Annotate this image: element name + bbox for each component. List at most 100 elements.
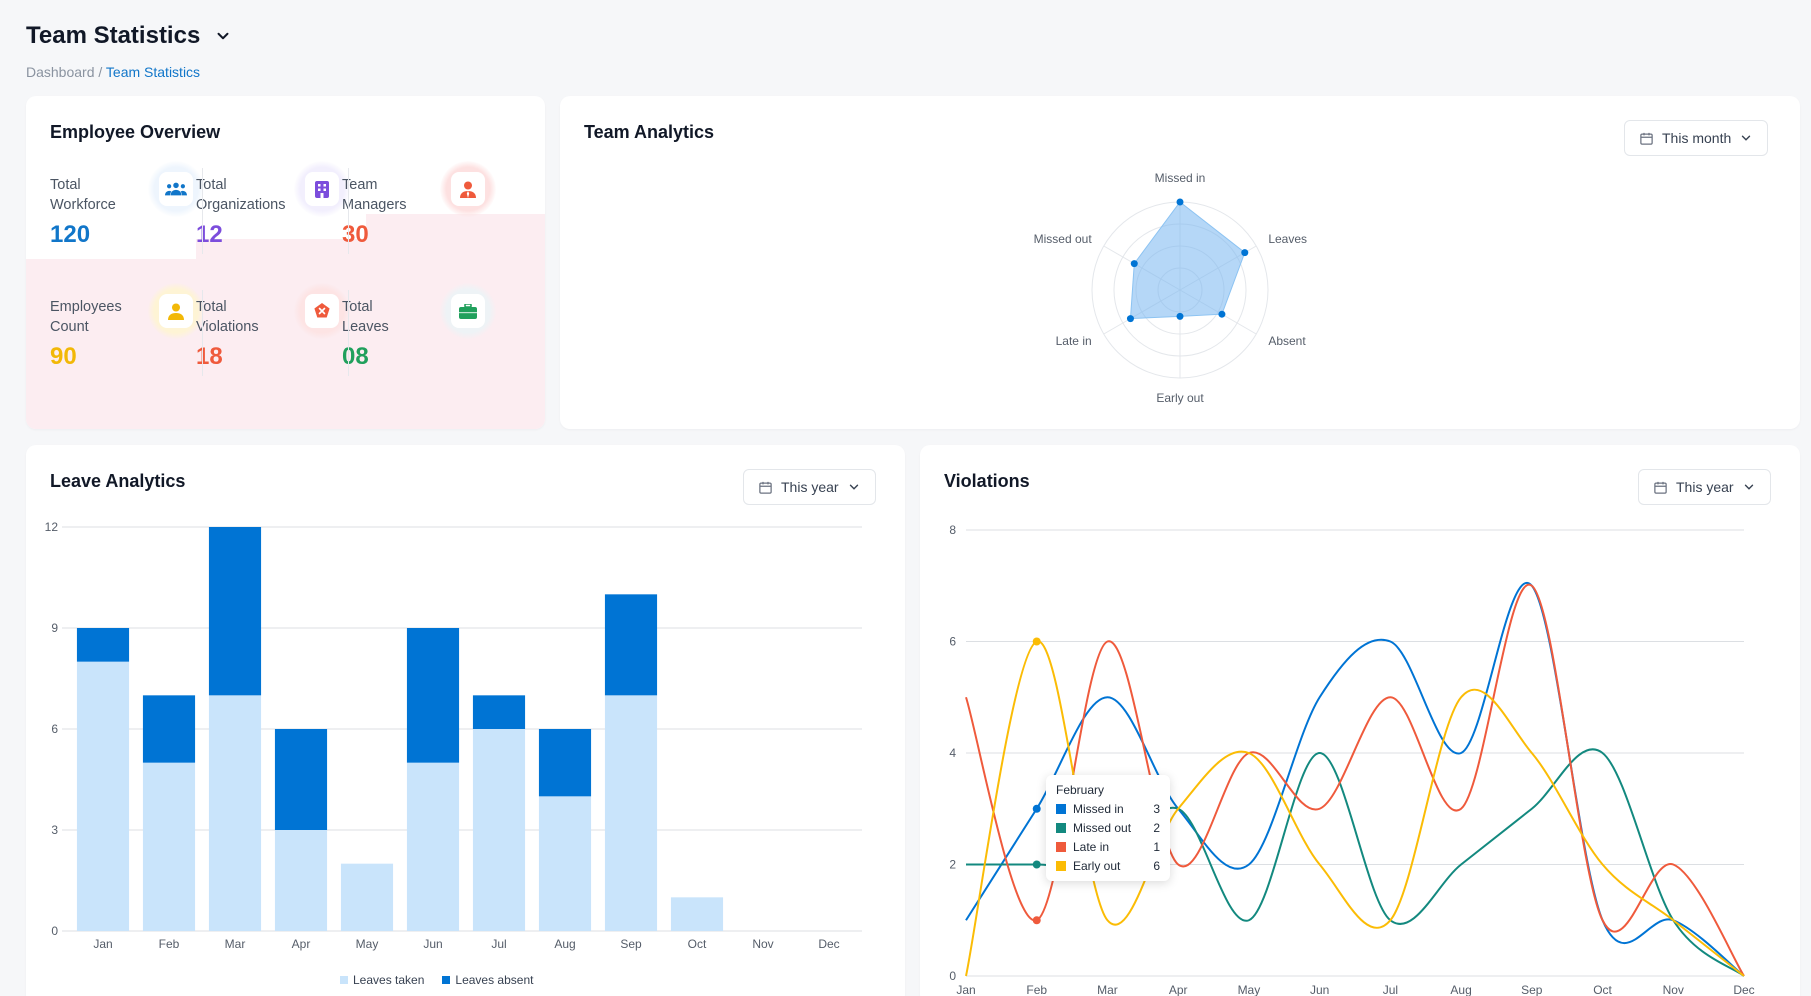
- legend-label: Leaves taken: [353, 973, 425, 987]
- stat-icon-container: [294, 283, 350, 339]
- legend-label: Leaves absent: [455, 973, 534, 987]
- radar-point[interactable]: [1176, 312, 1184, 320]
- building-icon: [305, 172, 339, 206]
- line-early-out[interactable]: [965, 640, 1745, 977]
- page-title: Team Statistics: [26, 22, 201, 49]
- y-tick-label: 3: [51, 823, 58, 837]
- bar-leaves-absent[interactable]: [142, 695, 196, 763]
- line-point[interactable]: [1032, 804, 1041, 813]
- violation-icon: [305, 294, 339, 328]
- calendar-icon: [759, 481, 772, 494]
- bar-leaves-absent[interactable]: [604, 594, 658, 696]
- x-tick-label: Mar: [225, 937, 246, 951]
- tooltip-swatch: [1056, 861, 1066, 871]
- bar-leaves-taken[interactable]: [76, 661, 130, 931]
- line-point[interactable]: [1032, 637, 1041, 646]
- bar-leaves-taken[interactable]: [208, 695, 262, 931]
- bar-leaves-taken[interactable]: [538, 796, 592, 931]
- radar-point[interactable]: [1176, 198, 1184, 206]
- stat-total-organizations: Total Organizations 12: [196, 161, 350, 265]
- bar-leaves-absent[interactable]: [274, 729, 328, 830]
- legend-swatch: [340, 976, 348, 984]
- bar-leaves-absent[interactable]: [76, 628, 130, 662]
- stat-icon-container: [148, 283, 204, 339]
- bar-leaves-absent[interactable]: [538, 729, 592, 797]
- y-tick-label: 12: [45, 520, 59, 534]
- chevron-down-icon[interactable]: [214, 27, 232, 45]
- stat-total-workforce: Total Workforce 120: [50, 161, 204, 265]
- radar-axis-label: Missed out: [1034, 232, 1093, 246]
- radar-point[interactable]: [1126, 315, 1134, 323]
- person-icon: [159, 294, 193, 328]
- x-tick-label: Aug: [1450, 983, 1471, 996]
- tooltip-series-name: Missed out: [1073, 821, 1132, 835]
- tooltip-value: 1: [1153, 840, 1160, 854]
- overview-highlight: [196, 239, 376, 269]
- period-select-team[interactable]: This month: [1624, 120, 1769, 156]
- bar-leaves-taken[interactable]: [406, 762, 460, 931]
- bar-leaves-taken[interactable]: [340, 863, 394, 931]
- bar-leaves-absent[interactable]: [472, 695, 526, 729]
- radar-axis-label: Leaves: [1268, 232, 1307, 246]
- tooltip-row: Missed out 2: [1056, 821, 1160, 835]
- radar-axis-label: Absent: [1268, 334, 1306, 348]
- line-point[interactable]: [1032, 916, 1041, 925]
- radar-point[interactable]: [1218, 310, 1226, 318]
- stat-total-leaves: Total Leaves 08: [342, 283, 496, 387]
- chevron-down-icon: [849, 484, 858, 490]
- x-tick-label: Jan: [956, 983, 975, 996]
- legend-item[interactable]: Leaves taken: [340, 973, 424, 987]
- x-tick-label: Feb: [159, 937, 180, 951]
- bar-leaves-taken[interactable]: [274, 830, 328, 931]
- leave-bar-chart: 0 3 6 9 12 Jan Feb Mar Apr May Jun Jul Aug Sep Oct Nov D…: [45, 520, 862, 951]
- y-tick-label: 6: [949, 635, 956, 649]
- x-tick-label: Jan: [93, 937, 112, 951]
- stat-label: Total Leaves: [342, 299, 389, 335]
- stat-icon-container: [440, 283, 496, 339]
- bar-leaves-absent[interactable]: [406, 628, 460, 763]
- radar-point[interactable]: [1130, 260, 1138, 268]
- legend-item[interactable]: Leaves absent: [442, 973, 533, 987]
- tooltip-row: Late in 1: [1056, 840, 1160, 854]
- x-tick-label: Apr: [1169, 983, 1188, 996]
- stat-divider: [202, 290, 203, 376]
- y-tick-label: 9: [51, 621, 58, 635]
- stat-icon-container: [148, 161, 204, 217]
- x-tick-label: Aug: [554, 937, 575, 951]
- x-tick-label: Sep: [620, 937, 642, 951]
- period-select-leave[interactable]: This year: [743, 469, 876, 505]
- stat-employees-count: Employees Count 90: [50, 283, 204, 387]
- stat-label: Total Violations: [196, 299, 259, 335]
- line-late-in[interactable]: [965, 583, 1745, 977]
- bar-leaves-taken[interactable]: [142, 762, 196, 931]
- briefcase-icon: [451, 294, 485, 328]
- bar-leaves-taken[interactable]: [472, 729, 526, 931]
- breadcrumb-current: Team Statistics: [105, 64, 201, 80]
- bar-leaves-absent[interactable]: [208, 527, 262, 696]
- radar-chart: Missed in Leaves Absent Early out Late in Mis…: [1034, 171, 1307, 405]
- radar-axis-label: Late in: [1056, 334, 1092, 348]
- leave-analytics-card: Leave Analytics This year 0 3 6 9 12 Jan Feb Ma…: [26, 445, 905, 996]
- tooltip-value: 3: [1153, 802, 1160, 816]
- x-tick-label: Dec: [1733, 983, 1754, 996]
- tooltip-series-name: Missed in: [1073, 802, 1124, 816]
- tooltip-title: February: [1056, 783, 1105, 797]
- bar-leaves-taken[interactable]: [670, 897, 724, 931]
- stat-team-managers: Team Managers 30: [342, 161, 496, 265]
- radar-point[interactable]: [1241, 249, 1249, 257]
- stat-value: 90: [50, 343, 77, 370]
- y-tick-label: 0: [949, 969, 956, 983]
- period-select-violations[interactable]: This year: [1638, 469, 1771, 505]
- line-point[interactable]: [1032, 860, 1041, 869]
- violations-card: Violations This year 0 2 4 6 8 Jan Feb Mar Apr Ma…: [920, 445, 1800, 996]
- team-analytics-title: Team Analytics: [584, 122, 715, 142]
- breadcrumb-dashboard[interactable]: Dashboard: [26, 64, 95, 80]
- bar-leaves-taken[interactable]: [604, 695, 658, 931]
- stat-divider: [202, 168, 203, 254]
- leave-legend: Leaves taken Leaves absent: [340, 973, 533, 987]
- manager-icon: [451, 172, 485, 206]
- breadcrumb: Dashboard / Team Statistics: [26, 64, 232, 80]
- tooltip-series-name: Late in: [1073, 840, 1110, 854]
- x-tick-label: Sep: [1521, 983, 1543, 996]
- x-tick-label: Jun: [423, 937, 442, 951]
